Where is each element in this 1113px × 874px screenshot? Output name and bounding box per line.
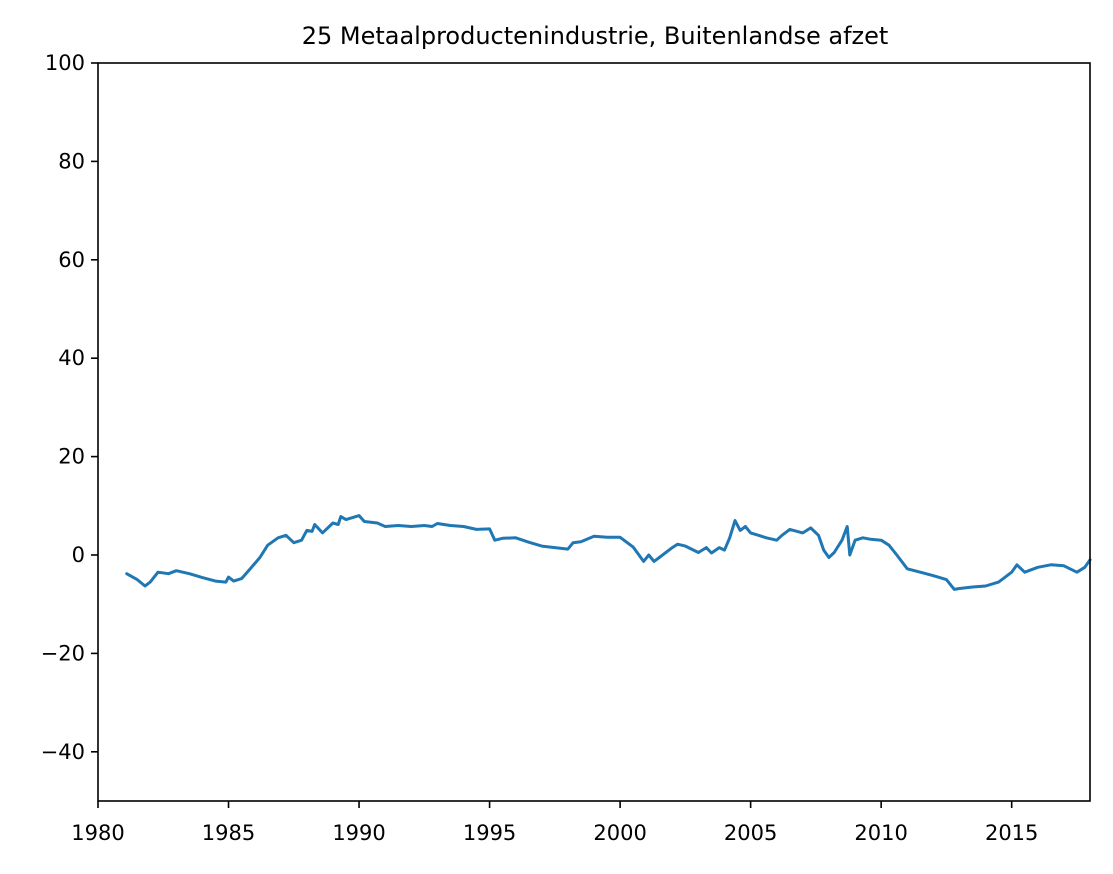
y-tick-label: −40 (41, 740, 85, 764)
plot-frame (97, 62, 1091, 802)
x-tick-label: 2005 (724, 821, 777, 845)
y-tick-label: −20 (41, 641, 85, 665)
plot-area (125, 514, 1092, 591)
y-tick-label: 0 (72, 543, 85, 567)
y-tick-label: 100 (45, 51, 85, 75)
x-tick-label: 1985 (202, 821, 255, 845)
x-axis: 1980 1985 1990 1995 2000 2005 2010 2015 (71, 801, 1038, 845)
y-tick-label: 60 (58, 248, 85, 272)
x-tick-label: 2000 (593, 821, 646, 845)
series-line (125, 514, 1092, 591)
x-tick-label: 1990 (332, 821, 385, 845)
x-tick-label: 1980 (71, 821, 124, 845)
y-tick-label: 40 (58, 346, 85, 370)
x-tick-label: 1995 (463, 821, 516, 845)
x-tick-label: 2010 (854, 821, 907, 845)
y-axis: −40 −20 0 20 40 60 80 100 (41, 51, 98, 764)
x-tick-label: 2015 (985, 821, 1038, 845)
chart-title: 25 Metaalproductenindustrie, Buitenlands… (302, 22, 889, 50)
y-tick-label: 20 (58, 445, 85, 469)
y-tick-label: 80 (58, 149, 85, 173)
